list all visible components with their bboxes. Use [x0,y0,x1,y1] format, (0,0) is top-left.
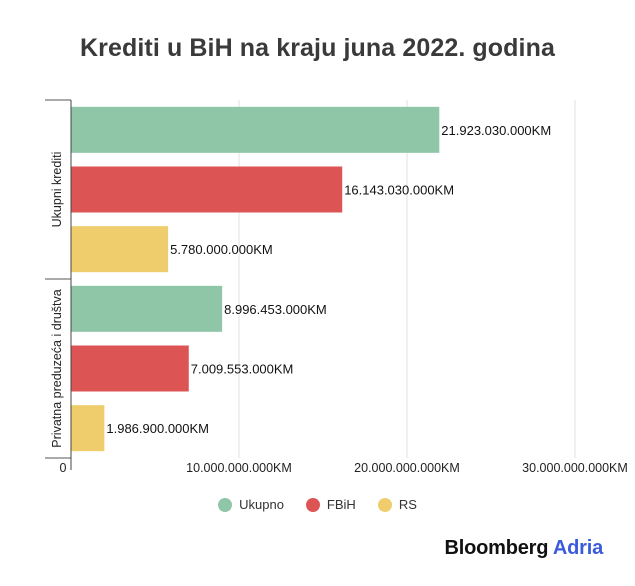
group-label: Privatna preduzeća i društva [50,289,64,447]
legend-item-rs[interactable]: RS [377,497,417,512]
group-label: Ukupni krediti [50,152,64,228]
bar-fbih-1 [71,166,343,213]
chart-legend: Ukupno FBiH RS [0,497,635,512]
bar-label: 1.986.900.000KM [106,421,209,436]
bar-label: 16.143.030.000KM [344,183,454,198]
legend-item-fbih[interactable]: FBiH [305,497,356,512]
x-tick-label: 10.000.000.000KM [186,461,292,475]
bar-fbih-2 [71,345,189,392]
bar-rs-1 [71,226,169,273]
chart-title: Krediti u BiH na kraju juna 2022. godina [80,34,555,62]
bar-ukupno-2 [71,285,223,332]
brand-main: Bloomberg [444,537,549,559]
brand-accent: Adria [552,537,603,559]
bar-label: 21.923.030.000KM [441,123,551,138]
legend-item-ukupno[interactable]: Ukupno [218,497,284,512]
legend-dot-rs [377,497,392,512]
x-tick-label: 30.000.000.000KM [522,461,628,475]
legend-label-fbih: FBiH [326,497,356,512]
legend-dot-ukupno [218,497,233,512]
x-tick-label: 0 [60,461,67,475]
bar-label: 5.780.000.000KM [170,242,273,257]
bar-rs-2 [71,405,105,452]
bar-ukupno-1 [71,106,440,153]
legend-label-rs: RS [398,497,417,512]
legend-label-ukupno: Ukupno [239,497,284,512]
bar-label: 8.996.453.000KM [224,302,327,317]
bar-label: 7.009.553.000KM [191,362,294,377]
brand-logo: Bloomberg Adria [444,537,603,560]
legend-dot-fbih [305,497,320,512]
x-tick-label: 20.000.000.000KM [354,461,460,475]
